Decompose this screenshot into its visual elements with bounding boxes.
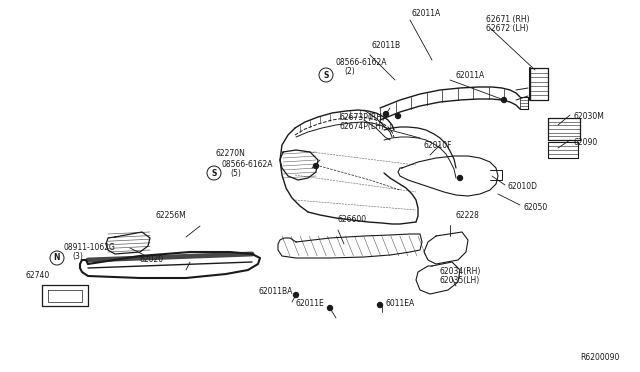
Circle shape [458,176,463,180]
Circle shape [378,302,383,308]
Text: 62030M: 62030M [573,112,604,121]
Text: 62671 (RH): 62671 (RH) [486,15,530,24]
Text: 62011BA: 62011BA [259,287,293,296]
Text: 08911-1062G: 08911-1062G [64,243,116,252]
Text: 62674P(LH): 62674P(LH) [340,122,385,131]
Text: 62011B: 62011B [372,41,401,50]
Text: 62090: 62090 [573,138,597,147]
Text: 62228: 62228 [456,211,480,220]
Circle shape [396,113,401,119]
Text: 62672 (LH): 62672 (LH) [486,24,529,33]
Text: 6011EA: 6011EA [385,299,414,308]
Circle shape [328,305,333,311]
Circle shape [502,97,506,103]
Text: 62740: 62740 [26,271,51,280]
Text: 08566-6162A: 08566-6162A [336,58,387,67]
Text: (3): (3) [72,252,83,261]
Text: 62050: 62050 [524,203,548,212]
Circle shape [383,112,388,116]
Circle shape [314,164,319,169]
Text: 08566-6162A: 08566-6162A [222,160,273,169]
Text: (5): (5) [230,169,241,178]
Text: 62035(LH): 62035(LH) [440,276,480,285]
Text: (2): (2) [344,67,355,76]
Text: 62034(RH): 62034(RH) [440,267,481,276]
Text: 62010D: 62010D [508,182,538,191]
Text: S: S [211,169,217,177]
Text: N: N [54,253,60,263]
Circle shape [294,292,298,298]
Text: 62011A: 62011A [412,9,441,18]
Text: 62673P(RH): 62673P(RH) [340,113,386,122]
Text: S: S [323,71,329,80]
Text: 626600: 626600 [338,215,367,224]
Text: R6200090: R6200090 [580,353,620,362]
Text: 62011A: 62011A [456,71,485,80]
Text: 62256M: 62256M [155,211,186,220]
Text: 62011E: 62011E [296,299,324,308]
Text: 62010F: 62010F [424,141,452,150]
Text: 62020: 62020 [140,255,164,264]
Text: 62270N: 62270N [216,149,246,158]
